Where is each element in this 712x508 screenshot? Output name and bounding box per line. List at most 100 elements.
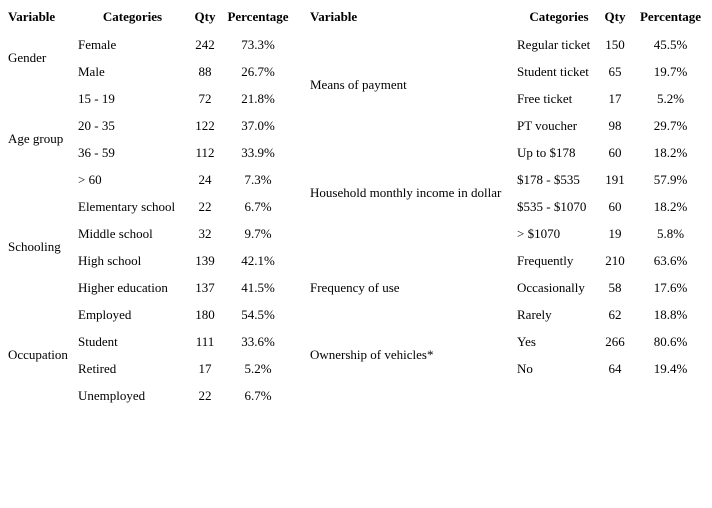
variable-cell: Age group <box>8 131 64 146</box>
category-cell: 36 - 59 <box>78 144 115 160</box>
variable-column-header: Variable <box>8 8 56 24</box>
table-row: No 64 19.4% <box>310 355 712 382</box>
qty-cell: 32 <box>198 225 212 241</box>
table-row: Unemployed 22 6.7% <box>8 382 293 409</box>
table-row: Means of payment Regular ticket 150 45.5% <box>310 31 712 93</box>
category-cell: Free ticket <box>517 90 573 106</box>
percentage-cell: 41.5% <box>241 279 275 295</box>
category-cell: Yes <box>517 333 536 349</box>
category-cell: Up to $178 <box>517 144 576 160</box>
category-cell: 20 - 35 <box>78 117 115 133</box>
table-row: Rarely 62 18.8% <box>310 301 712 328</box>
percentage-cell: 33.9% <box>241 144 275 160</box>
percentage-cell: 29.7% <box>653 117 688 133</box>
qty-cell: 242 <box>195 36 215 52</box>
table-row: Frequency of use Frequently 210 63.6% <box>310 247 712 295</box>
qty-cell: 139 <box>195 252 215 268</box>
table-row: 20 - 35 122 37.0% <box>8 112 293 139</box>
qty-cell: 137 <box>195 279 215 295</box>
category-cell: Male <box>78 63 105 79</box>
qty-cell: 64 <box>608 360 622 376</box>
category-cell: > $1070 <box>517 225 561 241</box>
category-cell: Female <box>78 36 117 52</box>
category-cell: Retired <box>78 360 117 376</box>
qty-cell: 112 <box>195 144 215 160</box>
category-cell: PT voucher <box>517 117 578 133</box>
variable-column-header: Variable <box>310 8 358 24</box>
percentage-cell: 57.9% <box>653 171 688 187</box>
qty-cell: 65 <box>608 63 622 79</box>
category-cell: Student ticket <box>517 63 589 79</box>
qty-cell: 60 <box>608 198 622 214</box>
percentage-cell: 73.3% <box>241 36 275 52</box>
category-cell: Employed <box>78 306 132 322</box>
table-row: > 60 24 7.3% <box>8 166 293 193</box>
percentage-cell: 54.5% <box>241 306 275 322</box>
variable-cell: Means of payment <box>310 77 407 92</box>
qty-cell: 22 <box>198 387 212 403</box>
percentage-cell: 45.5% <box>653 36 688 52</box>
qty-cell: 180 <box>195 306 215 322</box>
variable-cell: Schooling <box>8 239 61 254</box>
percentage-column-header: Percentage <box>227 8 289 24</box>
table-row: Retired 17 5.2% <box>8 355 293 382</box>
percentage-cell: 5.2% <box>656 90 685 106</box>
category-cell: 15 - 19 <box>78 90 115 106</box>
qty-cell: 17 <box>198 360 212 376</box>
percentage-cell: 9.7% <box>244 225 272 241</box>
qty-cell: 210 <box>605 252 625 268</box>
qty-cell: 98 <box>608 117 622 133</box>
qty-cell: 62 <box>608 306 622 322</box>
qty-column-header: Qty <box>194 8 216 24</box>
variable-cell: Gender <box>8 50 47 65</box>
category-cell: Occasionally <box>517 279 585 295</box>
percentage-column-header: Percentage <box>639 8 702 24</box>
qty-column-header: Qty <box>604 8 626 24</box>
percentage-cell: 18.8% <box>653 306 688 322</box>
table-header-row: Variable Categories Qty Percentage <box>8 2 293 31</box>
percentage-cell: 18.2% <box>653 144 688 160</box>
table-row: Higher education 137 41.5% <box>8 274 293 301</box>
percentage-cell: 63.6% <box>653 252 688 268</box>
qty-cell: 22 <box>198 198 212 214</box>
percentage-cell: 80.6% <box>653 333 688 349</box>
table-row: Occasionally 58 17.6% <box>310 274 712 301</box>
qty-cell: 17 <box>608 90 622 106</box>
qty-cell: 72 <box>198 90 212 106</box>
category-cell: $535 - $1070 <box>517 198 587 214</box>
category-cell: Unemployed <box>78 387 146 403</box>
table-row: $178 - $535 191 57.9% <box>310 166 712 193</box>
table-row: Occupation Employed 180 54.5% <box>8 301 293 363</box>
category-cell: High school <box>78 252 142 268</box>
table-header-row: Variable Categories Qty Percentage <box>310 2 712 31</box>
table-row: Middle school 32 9.7% <box>8 220 293 247</box>
variable-cell: Frequency of use <box>310 279 400 295</box>
category-cell: Student <box>78 333 118 349</box>
table-row: $535 - $1070 60 18.2% <box>310 193 712 220</box>
table-row: Ownership of vehicles* Yes 266 80.6% <box>310 328 712 363</box>
percentage-cell: 37.0% <box>241 117 275 133</box>
percentage-cell: 5.2% <box>244 360 272 376</box>
table-row: Gender Female 242 73.3% <box>8 31 293 66</box>
percentage-cell: 26.7% <box>241 63 275 79</box>
category-cell: Regular ticket <box>517 36 591 52</box>
qty-cell: 60 <box>608 144 622 160</box>
category-cell: $178 - $535 <box>517 171 580 187</box>
table-row: Schooling Elementary school 22 6.7% <box>8 193 293 255</box>
categories-column-header: Categories <box>102 8 163 24</box>
table-row: 36 - 59 112 33.9% <box>8 139 293 166</box>
percentage-cell: 21.8% <box>241 90 275 106</box>
table-row: Age group 15 - 19 72 21.8% <box>8 85 293 147</box>
categories-column-header: Categories <box>529 8 589 24</box>
qty-cell: 111 <box>195 333 215 349</box>
variable-cell: Occupation <box>8 347 68 362</box>
table-row: Male 88 26.7% <box>8 58 293 85</box>
category-cell: Higher education <box>78 279 168 295</box>
percentage-cell: 6.7% <box>244 198 272 214</box>
percentage-cell: 19.7% <box>653 63 688 79</box>
category-cell: No <box>517 360 533 376</box>
percentage-cell: 42.1% <box>241 252 275 268</box>
table-row: Student 111 33.6% <box>8 328 293 355</box>
qty-cell: 266 <box>605 333 625 349</box>
percentage-cell: 18.2% <box>653 198 688 214</box>
